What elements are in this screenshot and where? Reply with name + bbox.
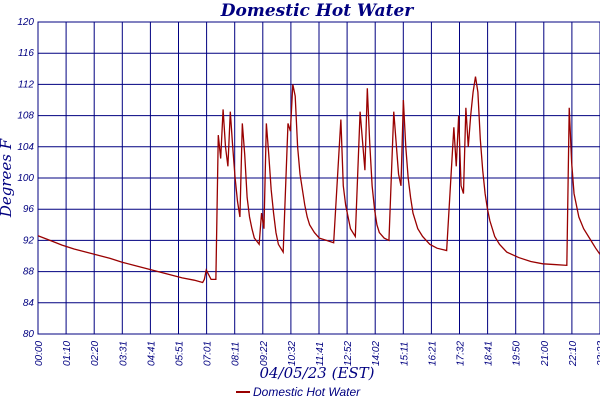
grid-lines [37, 21, 600, 335]
y-tick-label: 88 [23, 267, 35, 278]
y-tick-label: 112 [18, 79, 34, 90]
legend-label: Domestic Hot Water [253, 385, 361, 399]
x-tick-label: 05:51 [175, 341, 186, 366]
x-tick-label: 03:31 [118, 341, 129, 366]
x-tick-label: 21:00 [540, 341, 551, 367]
x-tick-label: 10:32 [287, 341, 298, 366]
series-line-domestic-hot-water [37, 76, 600, 284]
y-axis-ticks: 80 84 88 92 96 100 104 108 112 116 120 [17, 17, 34, 340]
y-tick-label: 100 [17, 173, 34, 184]
x-tick-label: 08:11 [231, 342, 242, 366]
x-tick-label: 15:11 [399, 342, 410, 366]
x-axis-ticks: 00:00 01:10 02:20 03:31 04:41 05:51 07:01 08:11… [34, 341, 600, 367]
y-tick-label: 92 [23, 235, 35, 246]
x-tick-label: 14:02 [371, 341, 382, 366]
x-tick-label: 16:21 [427, 341, 438, 366]
y-tick-label: 104 [17, 142, 34, 153]
y-tick-label: 84 [23, 298, 35, 309]
x-tick-label: 12:52 [343, 341, 354, 366]
y-axis-label: Degrees F [0, 138, 15, 218]
x-tick-label: 17:32 [456, 341, 467, 366]
x-tick-label: 04:41 [146, 341, 157, 366]
x-tick-label: 23:23 [596, 341, 600, 367]
x-axis-label: 04/05/23 (EST) [259, 364, 374, 382]
x-tick-label: 02:20 [90, 341, 101, 366]
chart-title: Domestic Hot Water [220, 1, 415, 21]
x-tick-label: 19:50 [512, 341, 523, 366]
x-tick-label: 09:22 [259, 341, 270, 366]
x-tick-label: 00:00 [34, 341, 45, 366]
x-tick-label: 22:10 [568, 341, 579, 367]
legend: Domestic Hot Water [236, 385, 361, 399]
y-tick-label: 120 [17, 17, 34, 28]
y-tick-label: 96 [23, 204, 35, 215]
y-tick-label: 116 [18, 48, 34, 59]
x-tick-label: 11:41 [315, 342, 326, 366]
x-tick-label: 01:10 [62, 341, 73, 366]
y-tick-label: 80 [23, 329, 35, 340]
x-tick-label: 07:01 [203, 341, 214, 366]
series-layer [37, 76, 600, 284]
y-tick-label: 108 [17, 111, 34, 122]
x-tick-label: 18:41 [484, 341, 495, 366]
